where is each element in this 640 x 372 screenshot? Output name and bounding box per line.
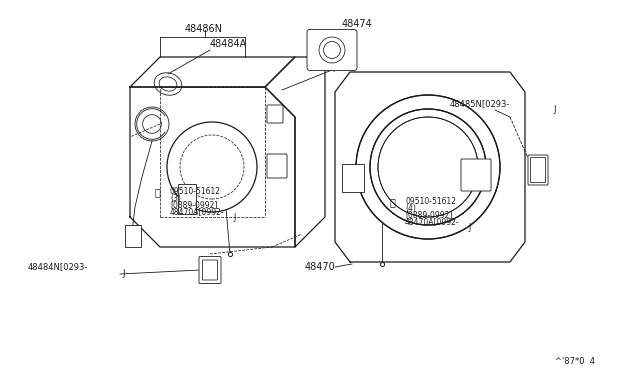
Text: (3): (3) bbox=[170, 193, 181, 202]
Polygon shape bbox=[130, 87, 295, 247]
FancyBboxPatch shape bbox=[531, 157, 545, 183]
Text: 48484A: 48484A bbox=[210, 39, 247, 49]
Polygon shape bbox=[265, 57, 325, 247]
Text: 48470A[0992-: 48470A[0992- bbox=[405, 218, 460, 227]
FancyBboxPatch shape bbox=[461, 159, 491, 191]
Text: (4): (4) bbox=[405, 203, 416, 212]
Circle shape bbox=[356, 95, 500, 239]
FancyBboxPatch shape bbox=[199, 257, 221, 283]
Text: [0889-0992]: [0889-0992] bbox=[405, 211, 452, 219]
Bar bbox=[178, 184, 196, 214]
FancyBboxPatch shape bbox=[267, 105, 283, 123]
Text: 48485N[0293-: 48485N[0293- bbox=[450, 99, 510, 109]
Text: 48470A[0992-: 48470A[0992- bbox=[170, 208, 225, 217]
FancyBboxPatch shape bbox=[528, 155, 548, 185]
Text: [0889-0992]: [0889-0992] bbox=[170, 201, 218, 209]
Bar bbox=[342, 164, 364, 192]
FancyBboxPatch shape bbox=[267, 154, 287, 178]
Text: 09510-51612: 09510-51612 bbox=[170, 187, 221, 196]
Text: ^'87*0  4: ^'87*0 4 bbox=[555, 357, 595, 366]
Text: 48486N: 48486N bbox=[185, 24, 223, 34]
Polygon shape bbox=[130, 57, 295, 87]
FancyBboxPatch shape bbox=[202, 260, 218, 280]
Text: Ⓢ: Ⓢ bbox=[155, 187, 161, 197]
Text: J: J bbox=[233, 214, 236, 222]
Text: 48474: 48474 bbox=[342, 19, 372, 29]
Text: J: J bbox=[122, 269, 125, 279]
Polygon shape bbox=[335, 72, 525, 262]
Text: 48484N[0293-: 48484N[0293- bbox=[28, 263, 88, 272]
Text: Ⓢ: Ⓢ bbox=[390, 197, 396, 207]
Bar bbox=[125, 225, 141, 247]
Text: 09510-51612: 09510-51612 bbox=[405, 198, 456, 206]
Text: 48470: 48470 bbox=[305, 262, 336, 272]
Text: J: J bbox=[553, 106, 556, 115]
Text: J: J bbox=[468, 224, 470, 232]
Circle shape bbox=[167, 122, 257, 212]
FancyBboxPatch shape bbox=[307, 29, 357, 71]
